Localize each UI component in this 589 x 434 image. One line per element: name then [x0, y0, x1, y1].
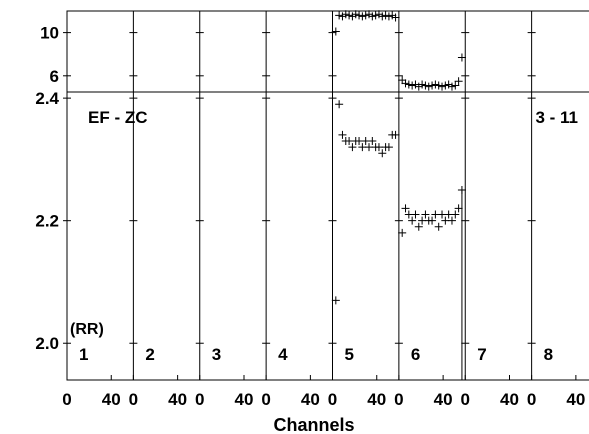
- top-data-point: [451, 81, 460, 90]
- top-data-point: [388, 11, 397, 20]
- top-data-point: [401, 79, 410, 88]
- x-tick-label: 0: [328, 390, 337, 409]
- top-data-point: [348, 12, 357, 21]
- bottom-y-tick-label: 2.0: [35, 334, 59, 353]
- top-data-point: [371, 11, 380, 20]
- top-data-point: [341, 10, 350, 19]
- bottom-data-point: [391, 130, 400, 139]
- corner-label: (RR): [70, 321, 104, 338]
- top-data-point: [358, 12, 367, 21]
- bottom-data-point: [335, 100, 344, 109]
- x-tick-label: 0: [261, 390, 270, 409]
- bottom-data-point: [411, 210, 420, 219]
- panel-number: 6: [411, 345, 420, 364]
- top-y-tick-label: 10: [40, 24, 59, 43]
- top-data-point: [338, 12, 347, 21]
- bottom-data-point: [414, 222, 423, 231]
- plot-frame: [66, 10, 589, 381]
- panel-number: 2: [145, 345, 154, 364]
- text-layer: EF - ZC 3 - 11 (RR) Channels 6102.02.22.…: [35, 24, 585, 434]
- x-tick-label: 40: [434, 390, 453, 409]
- bottom-data-point: [348, 143, 357, 152]
- top-data-point: [368, 12, 377, 21]
- plot-frames: [66, 10, 589, 381]
- top-data-point: [447, 82, 456, 91]
- top-data-point: [374, 10, 383, 19]
- top-data-point: [408, 81, 417, 90]
- top-data-point: [384, 12, 393, 21]
- panel-number: 5: [345, 345, 354, 364]
- top-data-point: [431, 80, 440, 89]
- top-data-point: [351, 10, 360, 19]
- top-data-point: [398, 76, 407, 85]
- label-right: 3 - 11: [535, 108, 578, 127]
- bottom-data-point: [338, 130, 347, 139]
- bottom-data-point: [378, 149, 387, 158]
- bottom-data-point: [398, 228, 407, 237]
- top-data-point: [345, 11, 354, 20]
- bottom-y-tick-label: 2.4: [35, 89, 59, 108]
- panel-dividers: [132, 11, 533, 380]
- panel-number: 1: [79, 345, 88, 364]
- bottom-data-point: [451, 210, 460, 219]
- bottom-data-point: [421, 210, 430, 219]
- panel-number: 4: [278, 345, 288, 364]
- x-tick-label: 40: [102, 390, 121, 409]
- top-data-point: [335, 11, 344, 20]
- x-tick-label: 40: [168, 390, 187, 409]
- bottom-data-point: [331, 296, 340, 305]
- x-tick-label: 40: [301, 390, 320, 409]
- bottom-data-point: [434, 222, 443, 231]
- bottom-data-point: [408, 216, 417, 225]
- x-tick-label: 0: [129, 390, 138, 409]
- top-data-point: [457, 53, 466, 62]
- bottom-data-point: [368, 137, 377, 146]
- x-tick-label: 40: [367, 390, 386, 409]
- bottom-data-point: [454, 204, 463, 213]
- bottom-y-tick-label: 2.2: [35, 212, 59, 231]
- x-tick-label: 40: [500, 390, 519, 409]
- top-data-point: [454, 77, 463, 86]
- top-data-point: [365, 10, 374, 19]
- top-data-point: [424, 82, 433, 91]
- x-tick-label: 40: [235, 390, 254, 409]
- x-axis-title: Channels: [273, 415, 354, 434]
- panel-number: 8: [544, 345, 553, 364]
- panel-number: 3: [212, 345, 221, 364]
- x-tick-label: 0: [62, 390, 71, 409]
- bottom-data-point: [428, 216, 437, 225]
- x-tick-label: 0: [394, 390, 403, 409]
- x-tick-label: 40: [566, 390, 585, 409]
- y-ticks: [63, 32, 536, 344]
- x-tick-label: 0: [461, 390, 470, 409]
- x-tick-label: 0: [195, 390, 204, 409]
- top-data-point: [438, 82, 447, 91]
- x-ticks: [66, 375, 577, 380]
- top-data-point: [441, 81, 450, 90]
- top-y-tick-label: 6: [50, 67, 59, 86]
- top-data-point: [331, 27, 340, 36]
- x-tick-label: 0: [527, 390, 536, 409]
- top-data-point: [361, 11, 370, 20]
- top-data-point: [414, 82, 423, 91]
- panel-number: 7: [477, 345, 486, 364]
- bottom-data-point: [401, 204, 410, 213]
- label-left: EF - ZC: [88, 108, 148, 127]
- top-data-point: [418, 80, 427, 89]
- data-points: [331, 10, 466, 380]
- top-data-point: [391, 13, 400, 22]
- bottom-data-point: [447, 216, 456, 225]
- bottom-data-point: [384, 143, 393, 152]
- top-data-point: [444, 80, 453, 89]
